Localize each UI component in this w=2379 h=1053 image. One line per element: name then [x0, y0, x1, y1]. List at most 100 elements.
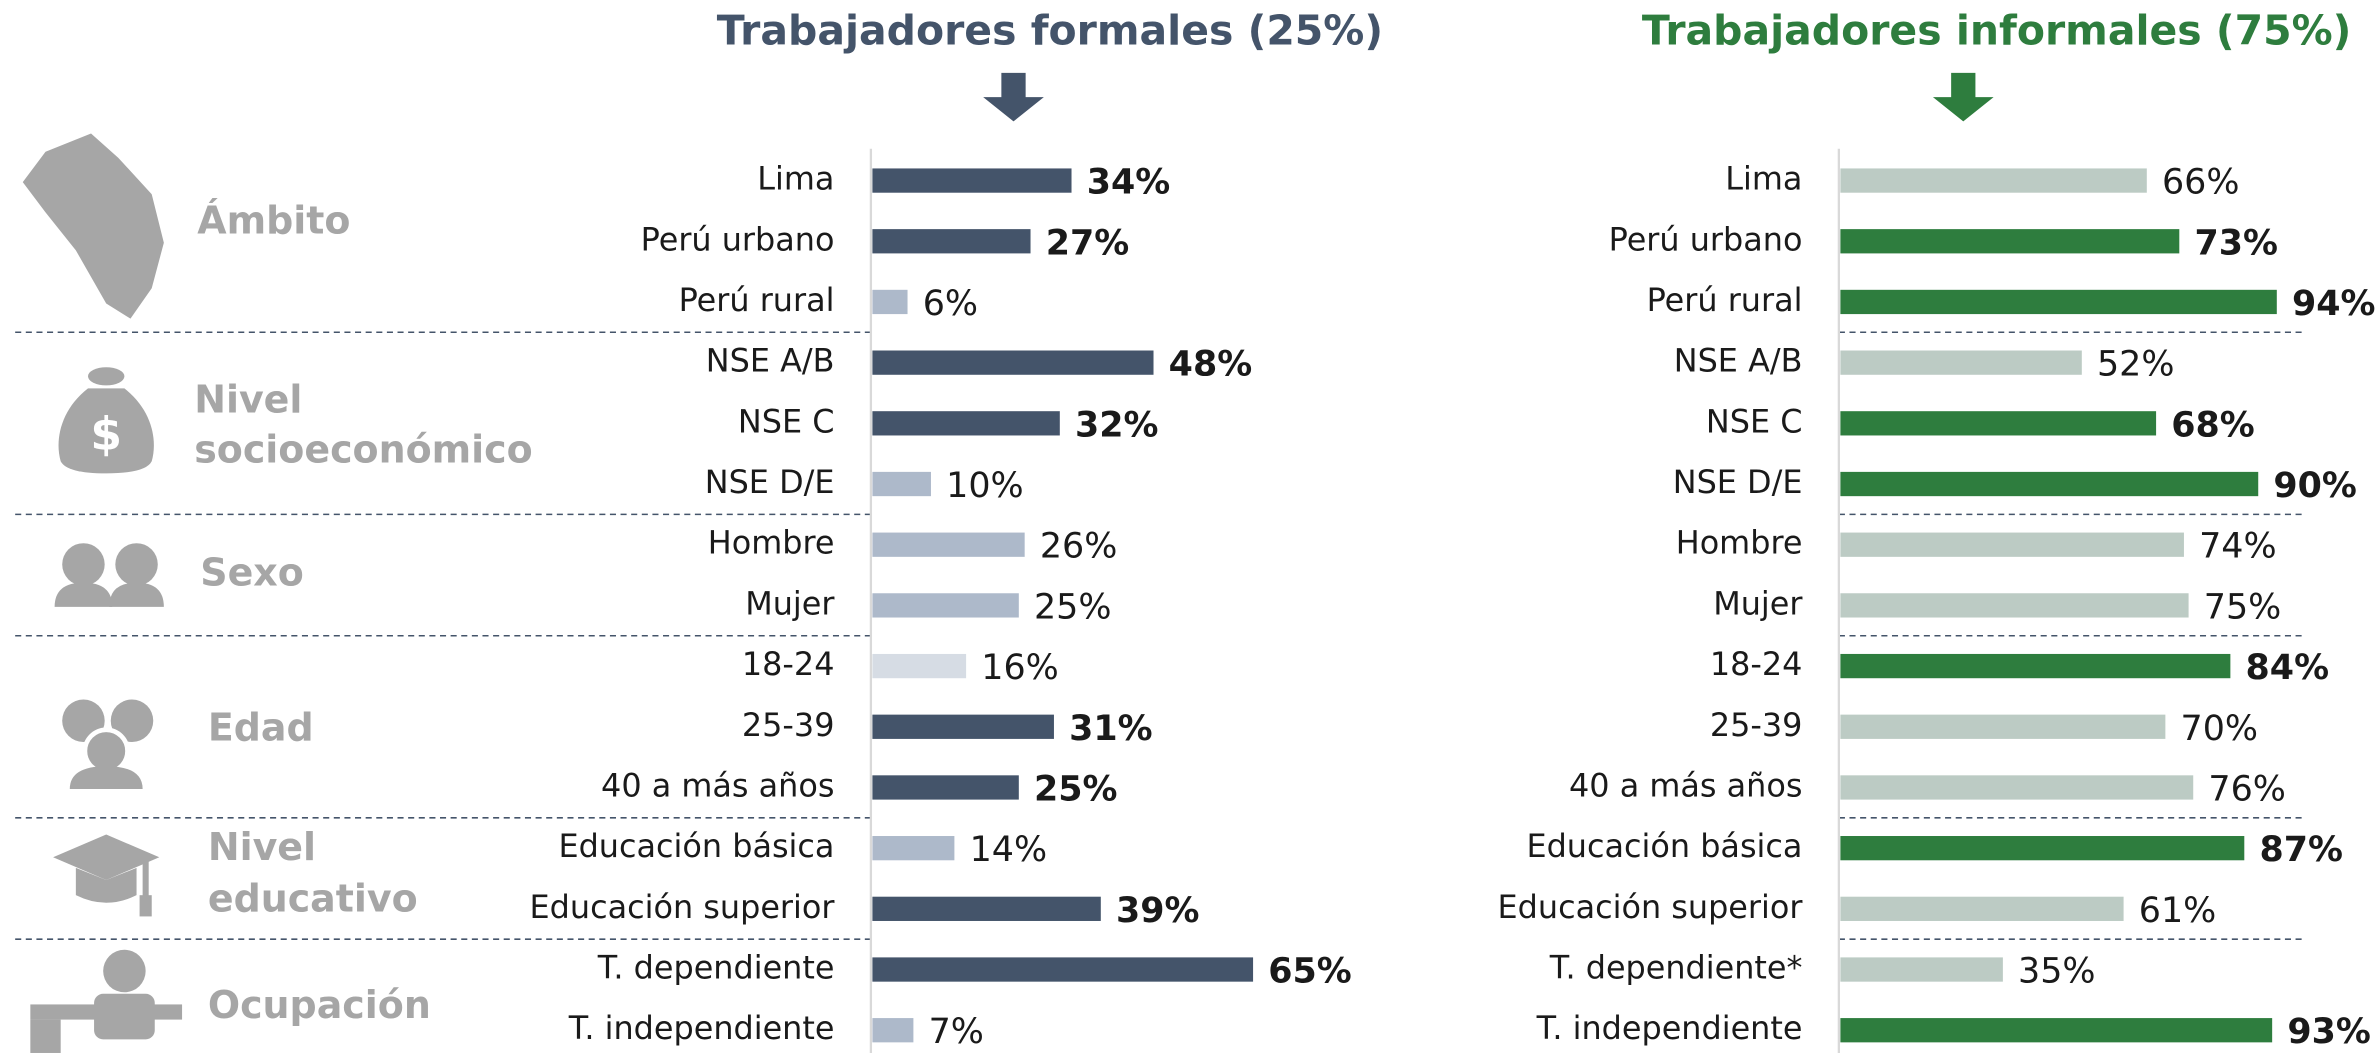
value-label: 48%	[1169, 345, 1252, 385]
bar	[872, 471, 931, 497]
category-label: Educación básica	[558, 827, 834, 865]
category-label: NSE C	[738, 402, 835, 440]
value-label: 25%	[1034, 587, 1112, 627]
bar	[1840, 471, 2259, 497]
section-label: Edad	[208, 705, 314, 749]
value-label: 32%	[1075, 405, 1158, 445]
bar	[872, 836, 955, 861]
value-label: 74%	[2199, 527, 2277, 567]
value-label: 73%	[2194, 223, 2277, 263]
bar	[872, 229, 1031, 254]
category-label: T. dependiente*	[1549, 949, 1803, 987]
value-label: 35%	[2018, 952, 2096, 992]
bar	[872, 896, 1101, 921]
bar	[1840, 168, 2147, 193]
value-label: 66%	[2162, 163, 2240, 203]
section-label: socioeconómico	[194, 428, 533, 472]
bar	[1840, 350, 2082, 375]
bar	[1840, 836, 2245, 861]
chart-title: Trabajadores informales (75%)	[1642, 6, 2352, 54]
value-label: 84%	[2246, 648, 2329, 688]
value-label: 52%	[2097, 345, 2175, 385]
category-label: 25-39	[1710, 706, 1803, 744]
bar	[1840, 896, 2124, 921]
category-label: 40 a más años	[601, 766, 834, 804]
money-bag-icon: $	[58, 367, 154, 474]
category-label: Educación superior	[530, 888, 836, 926]
bar	[872, 957, 1254, 982]
section-label: Ocupación	[208, 983, 431, 1027]
bar	[872, 775, 1019, 800]
arrow-icon	[1932, 72, 1994, 122]
category-label: Mujer	[1713, 584, 1803, 622]
bar	[872, 714, 1054, 739]
bar	[872, 1018, 914, 1043]
category-label: Hombre	[708, 524, 835, 562]
category-label: Perú urbano	[641, 220, 835, 258]
group-icon	[62, 699, 154, 789]
category-label: Educación básica	[1526, 827, 1802, 865]
value-label: 34%	[1087, 163, 1170, 203]
category-label: NSE D/E	[705, 463, 835, 501]
value-label: 90%	[2273, 466, 2356, 506]
bar	[872, 289, 908, 315]
bar	[1840, 532, 2184, 557]
category-label: NSE A/B	[706, 342, 835, 380]
value-label: 75%	[2204, 587, 2282, 627]
section-label: Nivel	[194, 378, 302, 422]
category-label: Mujer	[745, 584, 835, 622]
value-label: 61%	[2139, 891, 2217, 931]
bar	[1840, 775, 2194, 800]
value-label: 39%	[1116, 891, 1199, 931]
bar	[872, 532, 1025, 557]
bar	[1840, 714, 2166, 739]
bar	[872, 168, 1072, 193]
section-label: Nivel	[208, 825, 316, 869]
category-label: NSE A/B	[1674, 342, 1803, 380]
category-label: Lima	[757, 160, 834, 198]
category-label: T. independiente	[1536, 1009, 1803, 1047]
value-label: 68%	[2171, 405, 2254, 445]
category-label: 40 a más años	[1569, 766, 1802, 804]
section-label: Ámbito	[197, 199, 350, 243]
section-label: Sexo	[200, 551, 304, 595]
bar	[872, 593, 1019, 618]
category-label: NSE D/E	[1673, 463, 1803, 501]
bar	[1840, 229, 2180, 254]
bar	[872, 653, 967, 679]
map-icon	[22, 133, 164, 319]
bar	[872, 350, 1154, 375]
category-label: Perú urbano	[1609, 220, 1803, 258]
category-label: Perú rural	[1647, 281, 1803, 319]
value-label: 16%	[981, 648, 1059, 688]
value-label: 65%	[1268, 952, 1351, 992]
category-label: NSE C	[1706, 402, 1803, 440]
svg-text:$: $	[90, 407, 122, 460]
category-label: T. dependiente	[597, 949, 835, 987]
category-label: 18-24	[1710, 645, 1803, 683]
category-label: Perú rural	[679, 281, 835, 319]
category-label: Lima	[1725, 160, 1802, 198]
value-label: 7%	[929, 1012, 984, 1052]
value-label: 76%	[2208, 769, 2286, 809]
value-label: 87%	[2259, 830, 2342, 870]
section-label: educativo	[208, 877, 418, 921]
value-label: 25%	[1034, 769, 1117, 809]
bar	[1840, 593, 2189, 618]
bar	[872, 411, 1060, 436]
value-label: 14%	[970, 830, 1048, 870]
bar	[1840, 411, 2157, 436]
category-label: Educación superior	[1498, 888, 1804, 926]
desk-icon	[30, 949, 183, 1053]
category-label: Hombre	[1676, 524, 1803, 562]
value-label: 26%	[1040, 527, 1118, 567]
bar	[1840, 957, 2003, 982]
bar	[1840, 289, 2277, 315]
category-label: 18-24	[742, 645, 835, 683]
people-icon	[54, 543, 164, 607]
chart-title: Trabajadores formales (25%)	[717, 6, 1383, 54]
value-label: 27%	[1046, 223, 1129, 263]
value-label: 70%	[2181, 709, 2259, 749]
